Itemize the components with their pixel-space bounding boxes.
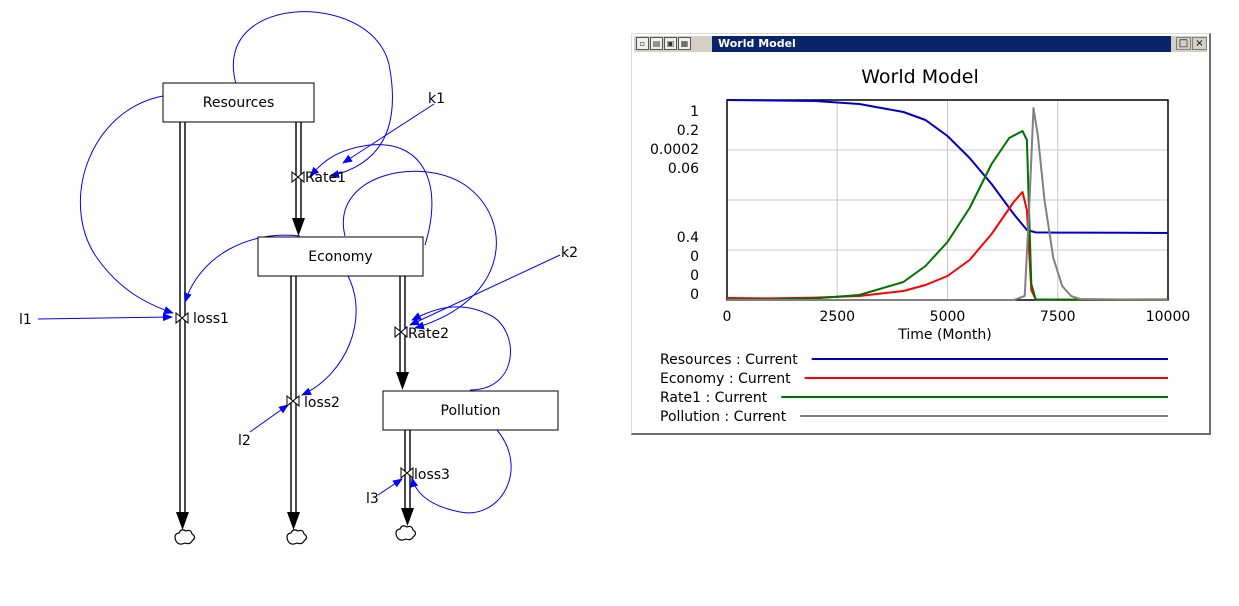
x-tick-labels: 0 2500 5000 7500 10000 [723,309,1191,325]
constant-k1[interactable]: k1 [428,91,445,107]
stock-resources[interactable]: Resources [162,82,315,123]
toolbar-icons: ▫ ▤ ▣ ▦ [636,37,691,51]
y-scale-label-4: 0.4 [677,230,699,246]
x-tick-0: 0 [723,309,732,325]
x-axis-label: Time (Month) [897,327,992,343]
stock-economy[interactable]: Economy [257,236,424,277]
flow-arrowheads [176,218,414,530]
cloud-sinks [174,525,417,545]
valve-loss1[interactable]: loss1 [175,311,229,327]
restore-button[interactable]: □ [1176,37,1191,50]
valve-rate2[interactable]: Rate2 [394,325,449,342]
save-icon[interactable]: ▦ [678,37,691,50]
causal-links [37,11,561,514]
valve-loss2-label: loss2 [304,395,340,411]
constant-l2[interactable]: l2 [238,433,251,449]
stock-resources-label: Resources [203,95,275,111]
y-scale-label-6: 0 [690,268,699,284]
stock-pollution-label: Pollution [441,403,501,419]
series-line-3 [727,107,1169,301]
x-tick-4: 10000 [1146,309,1191,325]
y-scale-label-7: 0 [690,287,699,303]
stock-flow-diagram: Rate1 Rate2 loss1 loss2 loss3 Resources … [19,11,578,545]
x-tick-3: 7500 [1040,309,1076,325]
legend-label-3: Pollution : Current [660,409,787,425]
graph-window: World Model 1 0.2 0.0002 0.06 0.4 0 0 0 0 2500 50… [631,33,1211,435]
chart-series [726,99,1169,301]
x-tick-1: 2500 [819,309,855,325]
world-model-chart: World Model 1 0.2 0.0002 0.06 0.4 0 0 0 0 2500 50… [650,66,1191,425]
legend-label-0: Resources : Current [660,352,798,368]
lock-icon[interactable]: ▫ [636,37,649,50]
close-button[interactable]: × [1192,37,1207,50]
legend-label-2: Rate1 : Current [660,390,768,406]
chart-grid [727,100,1168,300]
copy-icon[interactable]: ▣ [664,37,677,50]
valve-rate1[interactable]: Rate1 [291,170,346,186]
y-scale-label-1: 0.2 [677,123,699,139]
valve-rate1-label: Rate1 [305,170,346,186]
series-line-0 [726,99,1169,234]
constant-l1[interactable]: l1 [19,312,32,328]
stock-pollution[interactable]: Pollution [382,390,559,431]
print-icon[interactable]: ▤ [650,37,663,50]
window-title: World Model [712,36,1171,52]
valve-loss3[interactable]: loss3 [400,466,450,483]
window-titlebar[interactable]: ▫ ▤ ▣ ▦ World Model □ × [634,36,1207,52]
constant-l3[interactable]: l3 [366,491,379,507]
legend-label-1: Economy : Current [660,371,791,387]
y-scale-label-3: 0.06 [668,161,699,177]
valve-loss3-label: loss3 [414,467,450,483]
y-scale-labels: 1 0.2 0.0002 0.06 0.4 0 0 0 [650,104,699,303]
y-scale-label-0: 1 [690,104,699,120]
valve-loss2[interactable]: loss2 [286,394,340,411]
y-scale-label-2: 0.0002 [650,142,699,158]
y-scale-label-5: 0 [690,249,699,265]
valve-rate2-label: Rate2 [408,326,449,342]
valve-loss1-label: loss1 [193,311,229,327]
chart-title: World Model [861,66,979,88]
chart-legend: Resources : Current Economy : Current Rate… [660,352,1168,425]
x-tick-2: 5000 [930,309,966,325]
constant-k2[interactable]: k2 [561,245,578,261]
stock-economy-label: Economy [308,249,372,265]
series-line-2 [727,130,1168,301]
